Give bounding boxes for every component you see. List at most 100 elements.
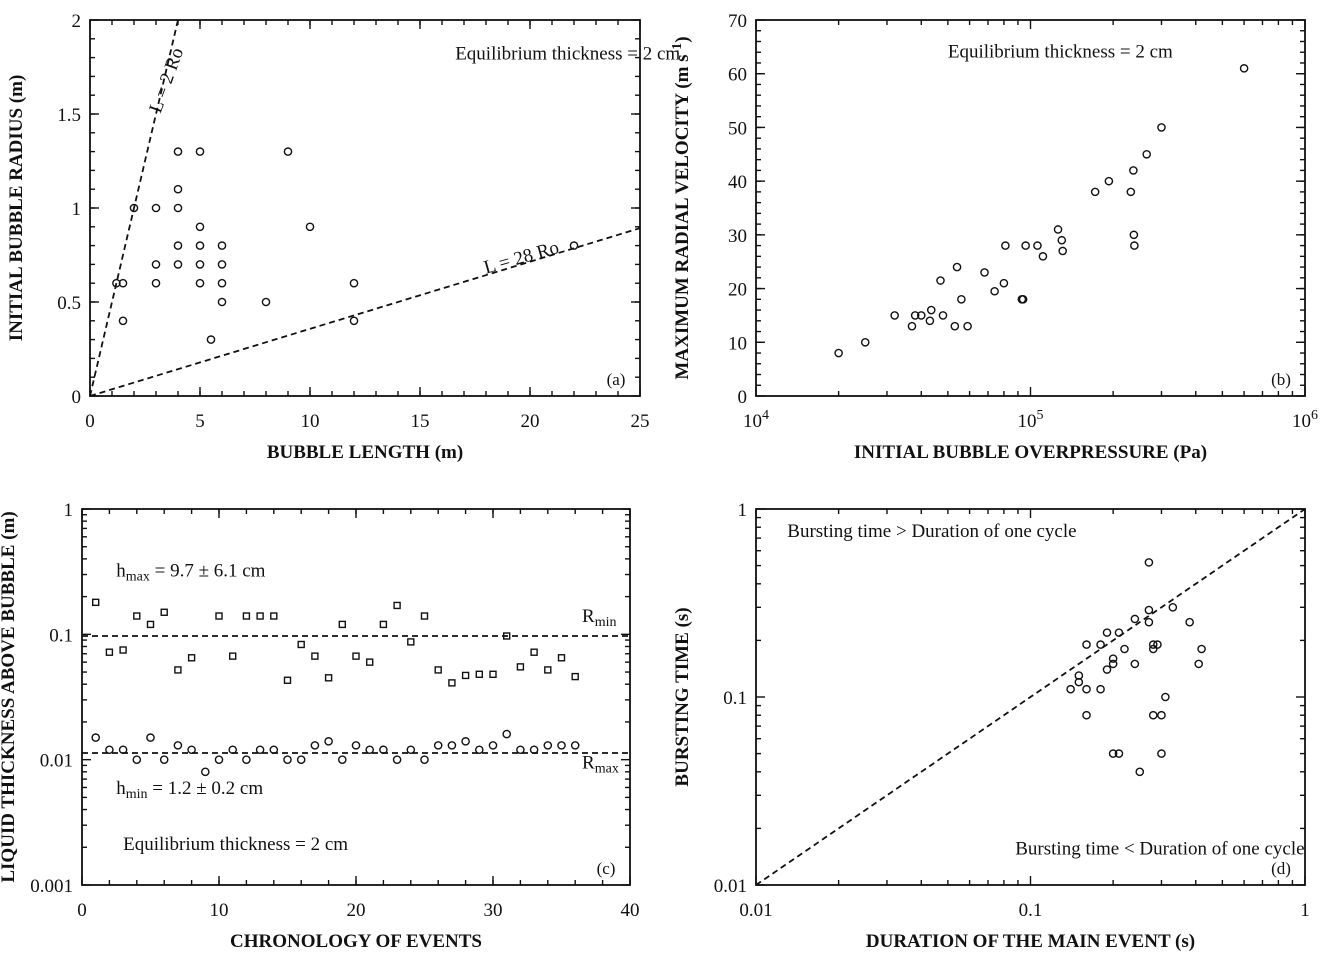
data-point <box>242 755 251 764</box>
data-point <box>1144 605 1154 615</box>
data-point <box>151 203 161 213</box>
y-tick-label: 70 <box>728 11 747 32</box>
annotation: Rmin <box>582 606 616 630</box>
data-point <box>1033 241 1042 250</box>
x-tick-label: 10 <box>210 900 229 921</box>
data-point-square <box>133 612 141 620</box>
data-point <box>1096 684 1105 694</box>
data-point-square <box>489 670 497 678</box>
data-point <box>283 147 293 156</box>
data-point-square <box>434 666 442 674</box>
annotation: hmax = 9.7 ± 6.1 cm <box>116 560 265 584</box>
data-point-square <box>297 640 305 649</box>
annotation: Equilibrium thickness = 2 cm <box>123 834 348 855</box>
data-point <box>118 745 128 755</box>
data-point <box>255 745 265 755</box>
chart-panel-c: 0 10 20 30 40 0.001 0.01 0.1 1 CHRONOLOGY OF EVEN… <box>0 500 640 952</box>
data-point <box>1057 235 1067 245</box>
data-point <box>990 286 999 296</box>
y-axis-title: INITIAL BUBBLE RADIUS (m) <box>6 75 27 342</box>
annotation: Equilibrium thickness = 2 cm <box>948 42 1173 63</box>
data-point <box>129 203 139 213</box>
data-point <box>392 755 402 764</box>
x-tick-label: 10 <box>301 411 320 432</box>
data-point-square <box>338 620 346 629</box>
y-tick-label: 10 <box>728 333 747 354</box>
data-point <box>1239 64 1249 73</box>
data-point <box>543 741 553 750</box>
data-point <box>461 737 470 746</box>
data-point-square <box>366 658 374 666</box>
x-tick-label: 106 <box>1292 408 1318 432</box>
data-point <box>195 222 205 232</box>
data-point <box>1108 659 1118 669</box>
y-tick-label: 30 <box>728 226 747 247</box>
data-point <box>1129 230 1139 240</box>
data-point-square <box>393 601 401 610</box>
data-point-square <box>475 670 483 678</box>
data-point <box>305 222 315 232</box>
data-point <box>217 297 227 307</box>
data-point-square <box>242 612 251 620</box>
data-point <box>999 278 1009 288</box>
data-point <box>173 147 183 156</box>
data-point <box>1126 187 1136 197</box>
data-point <box>351 741 361 750</box>
data-point <box>916 311 926 320</box>
data-point <box>433 741 443 750</box>
data-point <box>1144 558 1154 567</box>
data-point <box>910 311 920 320</box>
data-point-square <box>174 666 182 674</box>
data-point <box>1130 241 1139 250</box>
plot-frame <box>755 19 1306 397</box>
data-point <box>173 260 183 269</box>
data-point <box>1185 617 1194 627</box>
data-point-square <box>324 674 333 682</box>
data-point <box>1038 252 1048 261</box>
data-point <box>1157 749 1166 758</box>
y-tick-label: 0.01 <box>40 751 73 772</box>
x-tick-label: 25 <box>631 411 650 432</box>
data-point <box>1114 628 1124 637</box>
data-point <box>1090 187 1100 197</box>
y-tick-label: 1 <box>72 199 82 220</box>
data-point-square <box>160 608 168 616</box>
data-point <box>1021 241 1030 250</box>
data-point <box>1142 149 1151 159</box>
y-axis-title: BURSTING TIME (s) <box>672 607 693 786</box>
data-point-square <box>379 620 388 629</box>
data-point <box>91 733 100 742</box>
data-point <box>1114 749 1124 758</box>
data-point-square <box>187 654 196 662</box>
data-point <box>1168 603 1178 612</box>
data-point-square <box>283 676 292 684</box>
annotation: Equilibrium thickness = 2 cm <box>455 43 680 64</box>
data-point <box>420 755 429 764</box>
x-tick-label: 15 <box>411 411 430 432</box>
data-point <box>173 741 183 750</box>
data-point-square <box>256 612 264 620</box>
data-point <box>1066 684 1075 694</box>
data-point <box>217 278 227 288</box>
data-point <box>195 241 205 250</box>
data-point <box>938 311 948 320</box>
data-point <box>173 241 183 250</box>
data-point <box>195 147 205 156</box>
data-point <box>529 745 539 755</box>
data-point-square <box>461 671 470 680</box>
data-point <box>132 755 142 764</box>
x-tick-label: 30 <box>484 900 503 921</box>
data-point <box>1120 644 1129 654</box>
data-point-square <box>228 652 237 660</box>
x-tick-label: 20 <box>347 900 366 921</box>
y-axis-title: LIQUID THICKNESS ABOVE BUBBLE (m) <box>0 511 19 882</box>
data-point <box>1148 710 1158 720</box>
data-point-square <box>557 654 566 662</box>
data-point-square <box>571 672 579 681</box>
y-tick-label: 50 <box>728 118 747 139</box>
data-point <box>936 276 945 285</box>
chart-panel-a: 0 5 10 15 20 25 0 0.5 1 1.5 2 BUBBLE LENGTH (m) INIT… <box>6 11 680 463</box>
data-point <box>118 278 128 288</box>
data-point <box>379 745 388 755</box>
